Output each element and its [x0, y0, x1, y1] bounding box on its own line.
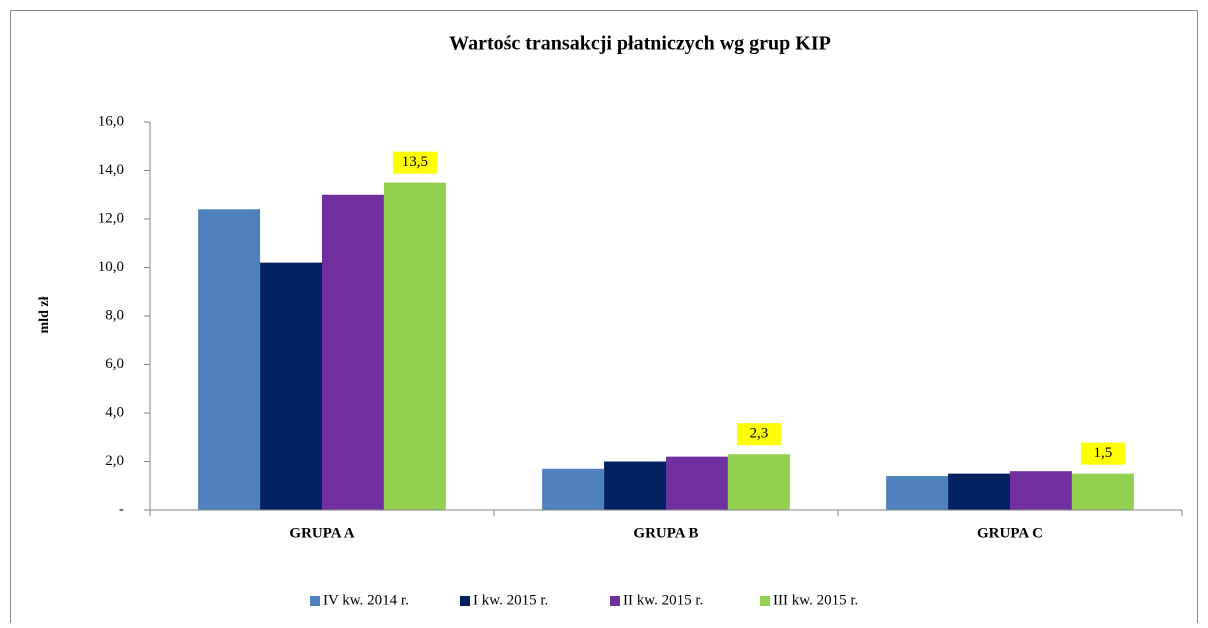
- y-tick-label: -: [119, 501, 124, 517]
- bar: [322, 194, 384, 510]
- y-tick-label: 12,0: [98, 210, 124, 226]
- legend-label: I kw. 2015 r.: [473, 592, 548, 608]
- legend-swatch: [610, 596, 620, 606]
- data-label-box: [392, 151, 437, 174]
- legend-label: IV kw. 2014 r.: [323, 592, 409, 608]
- data-label: 1,5: [1094, 445, 1113, 461]
- legend-swatch: [460, 596, 470, 606]
- bar: [260, 262, 322, 510]
- x-tick-label: GRUPA A: [289, 525, 354, 541]
- bar: [1010, 471, 1072, 510]
- y-tick-label: 8,0: [105, 307, 124, 323]
- bar: [727, 454, 790, 510]
- bar: [604, 461, 666, 510]
- legend-label: III kw. 2015 r.: [773, 592, 858, 608]
- legend-swatch: [310, 596, 320, 606]
- bar: [198, 209, 261, 511]
- y-tick-label: 14,0: [98, 162, 124, 178]
- data-label: 13,5: [402, 154, 428, 170]
- data-label-box: [736, 423, 781, 446]
- x-tick-label: GRUPA B: [633, 525, 698, 541]
- y-tick-label: 10,0: [98, 259, 124, 275]
- y-tick-label: 6,0: [105, 356, 124, 372]
- bar: [948, 473, 1010, 510]
- bar: [383, 182, 446, 510]
- y-axis-label: mld zł: [37, 296, 52, 333]
- x-tick-label: GRUPA C: [977, 525, 1043, 541]
- bar: [886, 476, 949, 510]
- legend-label: II kw. 2015 r.: [623, 592, 703, 608]
- y-tick-label: 4,0: [105, 404, 124, 420]
- bar: [1071, 473, 1134, 510]
- data-label-box: [1080, 442, 1125, 465]
- y-tick-label: 2,0: [105, 453, 124, 469]
- bar: [542, 468, 605, 510]
- bar: [666, 456, 728, 510]
- y-tick-label: 16,0: [98, 113, 124, 129]
- chart-title: Wartośc transakcji płatniczych wg grup K…: [449, 33, 831, 55]
- legend-swatch: [760, 596, 770, 606]
- data-label: 2,3: [750, 426, 769, 442]
